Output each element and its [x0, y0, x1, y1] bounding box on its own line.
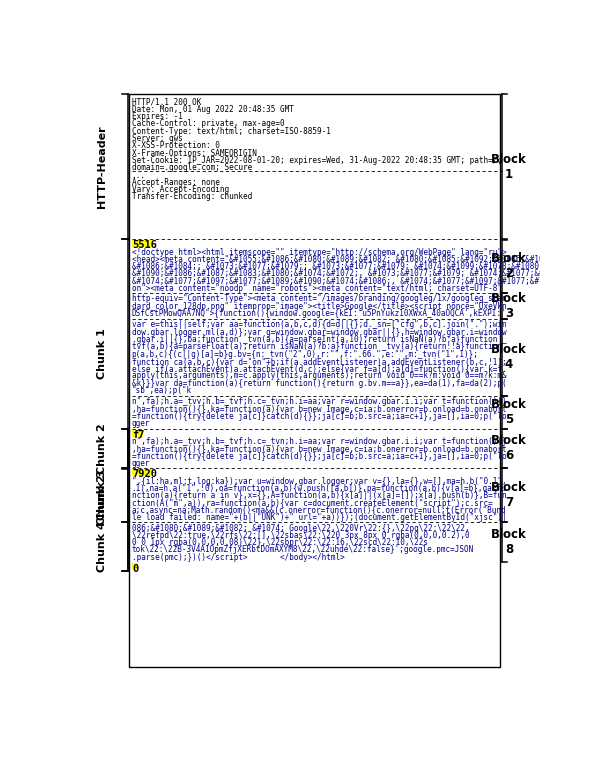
Text: <!doctype html><html itemscope="" itemtype="http://schema.org/WebPage" lang="ru": <!doctype html><html itemscope="" itemty…: [131, 248, 506, 257]
Text: \22refpd\22:true,\22rfs\22:[],\22sbas\22:\220 3px 8px 0 rgba(0,0,0,0.2),0: \22refpd\22:true,\22rfs\22:[],\22sbas\22…: [131, 531, 469, 540]
FancyBboxPatch shape: [131, 429, 143, 436]
Text: ction(A("m",a)),ra=function(a,b){var c=document.createElement("script");c.src=: ction(A("m",a)),ra=function(a,b){var c=d…: [131, 499, 493, 508]
Text: Server: gws: Server: gws: [131, 134, 182, 143]
Text: Block
3: Block 3: [491, 292, 527, 320]
Text: X-XSS-Protection: 0: X-XSS-Protection: 0: [131, 141, 220, 150]
Text: domain=.google.com; Secure: domain=.google.com; Secure: [131, 163, 252, 173]
Text: .parse(pmc);})()</script>       </body></html>: .parse(pmc);})()</script> </body></html>: [131, 553, 344, 562]
Text: &#1090;&#1086;&#1087;&#1083;&#1080;&#1074;&#1072;, &#1073;&#1077;&#1079; &#1074;: &#1090;&#1086;&#1087;&#1083;&#1080;&#107…: [131, 270, 600, 278]
Text: &#1086;&#1084;; &#1073;&#1077;&#1079;; &#1073;&#1077;&#1079; &#1074;&#1099;&#107: &#1086;&#1084;; &#1073;&#1077;&#1079;; &…: [131, 262, 600, 271]
Text: X-Frame-Options: SAMEORIGIN: X-Frame-Options: SAMEORIGIN: [131, 148, 256, 157]
Text: function ca(a,b,c){var d="on"+b;if(a.addEventListener)a.addEventListener(b,c,!1): function ca(a,b,c){var d="on"+b;if(a.add…: [131, 357, 506, 366]
Text: Block
6: Block 6: [491, 435, 527, 463]
FancyBboxPatch shape: [131, 240, 153, 247]
Text: Block
2: Block 2: [491, 252, 527, 280]
Text: f7: f7: [133, 430, 145, 440]
Text: apply(this,arguments),m=c.apply(this,arguments);return void 0==k?m:void 0==m?k:m: apply(this,arguments),m=c.apply(this,arg…: [131, 372, 506, 381]
Text: Vary: Accept-Encoding: Vary: Accept-Encoding: [131, 185, 229, 194]
Text: ,ha=function(){},ka=function(a){var b=new Image,c=ia;b.onerror=b.onload=b.onabor: ,ha=function(){},ka=function(a){var b=ne…: [131, 404, 506, 413]
Text: Block
5: Block 5: [491, 398, 527, 426]
Text: p(a,b,c){(c||g)[a]=b}g.bv={n:_tvn("2",0),r:"",f:".66.",e:"",m:_tvn("1",1)};: p(a,b,c){(c||g)[a]=b}g.bv={n:_tvn("2",0)…: [131, 350, 478, 359]
Text: Accept-Ranges: none: Accept-Ranges: none: [131, 178, 220, 187]
Text: Cache-Control: private, max-age=0: Cache-Control: private, max-age=0: [131, 119, 284, 128]
Text: else if(a.attachEvent)a.attachEvent(d,c);else{var f=a[d];a[d]=function(){var k=f: else if(a.attachEvent)a.attachEvent(d,c)…: [131, 364, 506, 373]
Text: a;c.async=na;Math.random()<ma&&(c.onerror=function(){c.onerror=null;t(Error("Bun: a;c.async=na;Math.random()<ma&&(c.onerro…: [131, 506, 506, 515]
Text: Expires: -1: Expires: -1: [131, 112, 182, 121]
Text: Chunk 4: Chunk 4: [97, 521, 107, 572]
Text: Transfer-Encoding: chunked: Transfer-Encoding: chunked: [131, 192, 252, 201]
Text: 086;&#1080;&#1089;&#1082; &#1074; Google\22,\220Vr\22:{},\22pq\22:\22\22,: 086;&#1080;&#1089;&#1082; &#1074; Google…: [131, 524, 469, 533]
Text: Block
8: Block 8: [491, 528, 527, 556]
Text: tok\22:\22B-3V4A1OpmZfjXERbtDOmAXYM8\22,\22uhde\22:false}';google.pmc=JSON: tok\22:\22B-3V4A1OpmZfjXERbtDOmAXYM8\22,…: [131, 546, 474, 555]
Text: gger: gger: [131, 459, 150, 468]
Text: 5516: 5516: [133, 240, 157, 250]
Text: Block
4: Block 4: [491, 344, 527, 371]
Text: Date: Mon, 01 Aug 2022 20:48:35 GMT: Date: Mon, 01 Aug 2022 20:48:35 GMT: [131, 105, 293, 114]
Text: ...: ...: [131, 170, 145, 179]
Text: Block
7: Block 7: [491, 481, 527, 509]
FancyBboxPatch shape: [131, 469, 153, 476]
Text: ",{il:ha,ml:t,log:ka});var u=window.gbar.logger;var v={},la={},w=[],ma=h.b("0.1": ",{il:ha,ml:t,log:ka});var u=window.gbar…: [131, 477, 506, 486]
Text: =function(){try{delete ja[c]}catch(d){}};ja[c]=b;b.src=a;ia=c+1},ja=[],ia=0;p("l: =function(){try{delete ja[c]}catch(d){}}…: [131, 452, 506, 461]
Text: n",fa);h.a=_tvv;h.b=_tvf;h.c=_tvn;h.i=aa;var r=window.gbar.i.i;var t=function(){: n",fa);h.a=_tvv;h.b=_tvf;h.c=_tvn;h.i=aa…: [131, 437, 506, 446]
Text: on"><meta content="noodp" name="robots"><meta content="text/html; charset=UTF-8": on"><meta content="noodp" name="robots">…: [131, 284, 502, 293]
Text: le load failed: name="+(b||"UNK")+" url="+a))});(document.getElementById("xjsc"): le load failed: name="+(b||"UNK")+" url=…: [131, 513, 506, 522]
Text: .1),na=h.a("1",!0),oa=function(a,b){w.push([a,b])},pa=function(a,b){v[a]=b},qa=f: .1),na=h.a("1",!0),oa=function(a,b){w.pu…: [131, 484, 506, 493]
Text: tvf(a,b){a=parseFloat(a);return isNaN(a)?b:a}function _tvv(a){return!!a}function: tvf(a,b){a=parseFloat(a);return isNaN(a)…: [131, 342, 502, 351]
Text: Chunk 1: Chunk 1: [97, 328, 107, 379]
Text: gger: gger: [131, 420, 150, 428]
Text: "sb",ea);p("k: "sb",ea);p("k: [131, 386, 192, 395]
Text: ,ha=function(){},ka=function(a){var b=new Image,c=ia;b.onerror=b.onload=b.onabor: ,ha=function(){},ka=function(a){var b=ne…: [131, 445, 506, 454]
Text: &#1074;&#1077;&#1097;&#1077;&#1089;&#1090;&#1074;&#1086;, &#1074;&#1077;&#1097;&: &#1074;&#1077;&#1097;&#1077;&#1089;&#109…: [131, 277, 600, 286]
Text: Set-Cookie: 1P_JAR=2022-08-01-20; expires=Wed, 31-Aug-2022 20:48:35 GMT; path=/;: Set-Cookie: 1P_JAR=2022-08-01-20; expire…: [131, 156, 502, 165]
Text: 0 0 1px rgba(0,0,0,0.08)\22},\22sbpr\22:\22:16,\22scd\22:10,\22s: 0 0 1px rgba(0,0,0,0.08)\22},\22sbpr\22:…: [131, 538, 428, 547]
Text: dow.gbar.logger.ml(a,d)};var g=window.gbar=window.gbar||{},h=window.gbar.i=windo: dow.gbar.logger.ml(a,d)};var g=window.gb…: [131, 328, 506, 337]
Text: HTTP/1.1 200 OK: HTTP/1.1 200 OK: [131, 97, 201, 106]
Text: var e=this||self;var aa=function(a,b,c,d){d=d||{};d._sn=["cfg",b,c].join(".");wi: var e=this||self;var aa=function(a,b,c,d…: [131, 320, 506, 329]
Text: Content-Type: text/html; charset=ISO-8859-1: Content-Type: text/html; charset=ISO-885…: [131, 127, 331, 135]
Text: dard_color_128dp.png" itemprop="image"><title>Google</title><script nonce="UxeVk: dard_color_128dp.png" itemprop="image"><…: [131, 302, 506, 311]
Text: .gbar.i||{},ba;function _tvn(a,b){a=parseInt(a,10);return isNaN(a)?b:a}function : .gbar.i||{},ba;function _tvn(a,b){a=pars…: [131, 335, 506, 344]
Text: http-equiv="Content-Type"><meta content="/images/branding/googleg/1x/googleg_sta: http-equiv="Content-Type"><meta content=…: [131, 294, 506, 303]
Text: Chunk 2: Chunk 2: [97, 474, 107, 525]
Text: &k}}}var da=function(a){return function(){return g.bv.m==a}},ea=da(1),fa=da(2);p: &k}}}var da=function(a){return function(…: [131, 378, 506, 388]
Text: Chunk 2: Chunk 2: [97, 423, 107, 473]
Text: =function(){try{delete ja[c]}catch(d){}};ja[c]=b;b.src=a;ia=c+1},ja=[],ia=0;p("l: =function(){try{delete ja[c]}catch(d){}}…: [131, 412, 506, 421]
Text: <head><meta content="&#1055;&#1086;&#1080;&#1089;&#1082; &#1080;&#1085;&#1092;&#: <head><meta content="&#1055;&#1086;&#108…: [131, 255, 600, 264]
Text: 0: 0: [133, 564, 139, 574]
Text: HTTP-Header: HTTP-Header: [97, 125, 107, 208]
Text: 7920: 7920: [133, 469, 157, 480]
Text: n",fa);h.a=_tvv;h.b=_tvf;h.c=_tvn;h.i=aa;var r=window.gbar.i.i;var t=function(){: n",fa);h.a=_tvv;h.b=_tvf;h.c=_tvn;h.i=aa…: [131, 397, 506, 407]
FancyBboxPatch shape: [131, 563, 138, 570]
Text: nction(a){return a in v},x={},A=function(a,b){x[a]||(x[a]=[]);x[a].push(b)},B=fu: nction(a){return a in v},x={},A=function…: [131, 491, 506, 500]
Text: DSfCstPMowQAA7NQ">{function(){window.google={kEI:'u5PnYukz10XWxA_40aOQCA',kEXPI:: DSfCstPMowQAA7NQ">{function(){window.goo…: [131, 309, 506, 318]
Text: Chunk 3: Chunk 3: [97, 470, 107, 521]
Text: Block
1: Block 1: [491, 153, 527, 181]
